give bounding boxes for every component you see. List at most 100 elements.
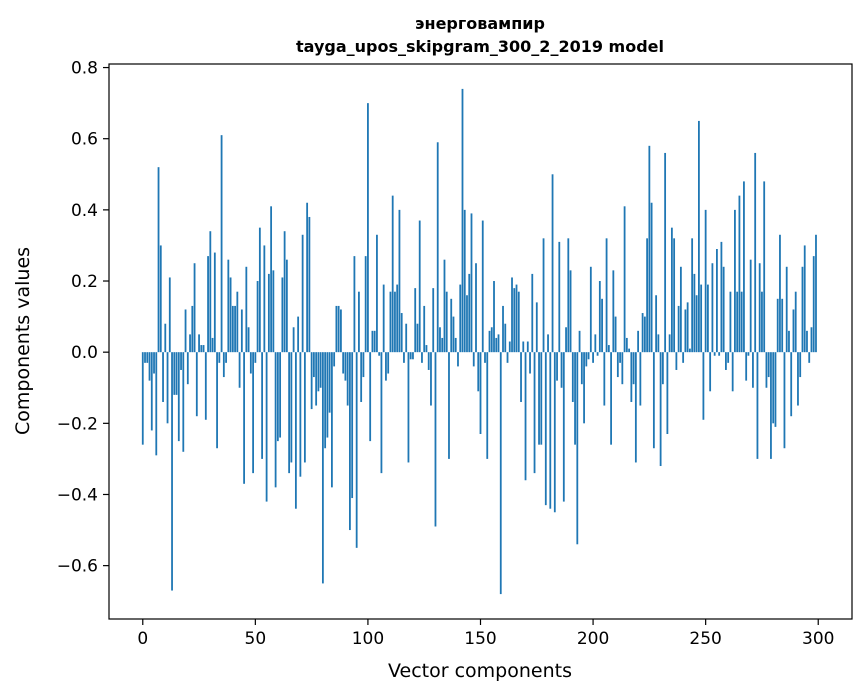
bar-99: [364, 256, 367, 353]
bar-84: [331, 352, 333, 488]
bar-149: [477, 352, 480, 392]
bar-127: [427, 352, 430, 370]
bar-55: [265, 352, 268, 502]
bar-22: [191, 305, 194, 353]
bar-176: [538, 352, 540, 445]
bar-251: [707, 284, 709, 353]
bar-194: [578, 330, 581, 353]
bar-274: [758, 263, 761, 353]
bar-249: [702, 352, 705, 420]
bar-4: [150, 352, 153, 431]
bar-212: [619, 352, 621, 363]
bar-196: [583, 352, 585, 424]
bar-69: [297, 316, 300, 353]
bar-74: [308, 216, 311, 353]
bar-133: [441, 337, 444, 353]
bar-97: [360, 352, 363, 402]
bar-77: [315, 352, 318, 406]
bar-27: [202, 345, 205, 353]
bar-80: [321, 352, 324, 584]
bar-191: [571, 352, 574, 402]
bar-136: [448, 352, 450, 459]
bar-134: [443, 259, 446, 353]
bar-197: [585, 352, 588, 367]
bar-183: [553, 352, 556, 513]
bar-113: [396, 284, 399, 353]
x-tick-label: 300: [802, 629, 834, 649]
bar-284: [781, 298, 784, 353]
bar-291: [797, 352, 799, 406]
bar-94: [353, 256, 356, 353]
y-tick-label: 0.2: [71, 272, 98, 292]
bar-264: [736, 291, 739, 353]
bar-39: [229, 277, 232, 353]
bar-57: [270, 206, 273, 353]
bar-199: [589, 266, 592, 353]
bar-139: [454, 337, 457, 353]
bar-207: [607, 345, 610, 353]
bar-244: [691, 238, 694, 353]
bar-235: [670, 227, 673, 353]
bar-214: [623, 206, 626, 353]
bar-290: [794, 291, 797, 353]
bar-283: [779, 234, 781, 353]
bar-201: [594, 334, 597, 353]
bar-143: [463, 209, 466, 353]
bar-10: [164, 323, 167, 353]
bar-187: [562, 352, 565, 502]
bar-225: [648, 145, 651, 353]
bar-179: [544, 352, 547, 506]
y-axis-label: Components values: [12, 247, 34, 435]
bar-117: [405, 323, 408, 353]
bar-146: [470, 213, 473, 353]
bars-group: [141, 88, 817, 595]
bar-243: [688, 348, 691, 353]
bar-71: [301, 234, 304, 353]
bar-213: [621, 352, 624, 385]
bar-87: [337, 305, 340, 353]
bar-3: [148, 352, 151, 381]
bar-13: [171, 352, 173, 591]
bar-42: [236, 291, 239, 353]
bar-262: [731, 352, 734, 392]
bar-118: [407, 352, 410, 463]
bar-217: [630, 352, 633, 402]
bar-73: [306, 202, 309, 353]
x-tick-label: 50: [245, 629, 267, 649]
y-tick-label: −0.4: [57, 485, 98, 505]
bar-228: [655, 295, 658, 353]
bar-177: [540, 352, 543, 445]
chart-title-line1: энерговампир: [415, 14, 545, 33]
bar-123: [418, 220, 421, 353]
bar-18: [182, 352, 185, 452]
bar-19: [184, 309, 187, 353]
bar-240: [682, 352, 685, 363]
bar-122: [416, 323, 419, 353]
bar-150: [479, 352, 482, 434]
bar-129: [432, 288, 435, 353]
bar-111: [391, 195, 394, 353]
bar-165: [513, 288, 516, 353]
bar-68: [294, 352, 297, 509]
bar-41: [234, 305, 236, 353]
bar-1: [144, 352, 146, 363]
bar-195: [580, 352, 583, 385]
bar-11: [166, 352, 169, 424]
y-axis-ticks: −0.6 −0.4 −0.2 0.0 0.2 0.4 0.6 0.8: [57, 59, 109, 577]
bar-83: [328, 352, 331, 413]
bar-263: [734, 209, 736, 353]
bar-154: [488, 330, 491, 353]
x-tick-label: 250: [689, 629, 721, 649]
y-tick-label: 0.4: [71, 201, 98, 221]
bar-167: [517, 291, 520, 353]
bar-61: [279, 352, 282, 438]
bar-220: [637, 330, 640, 353]
bar-170: [524, 352, 527, 481]
bar-24: [195, 352, 198, 417]
bar-256: [718, 352, 721, 356]
bar-164: [511, 277, 513, 353]
bar-81: [324, 352, 327, 449]
bar-124: [421, 352, 423, 363]
bar-230: [659, 352, 662, 467]
bar-9: [162, 352, 164, 402]
